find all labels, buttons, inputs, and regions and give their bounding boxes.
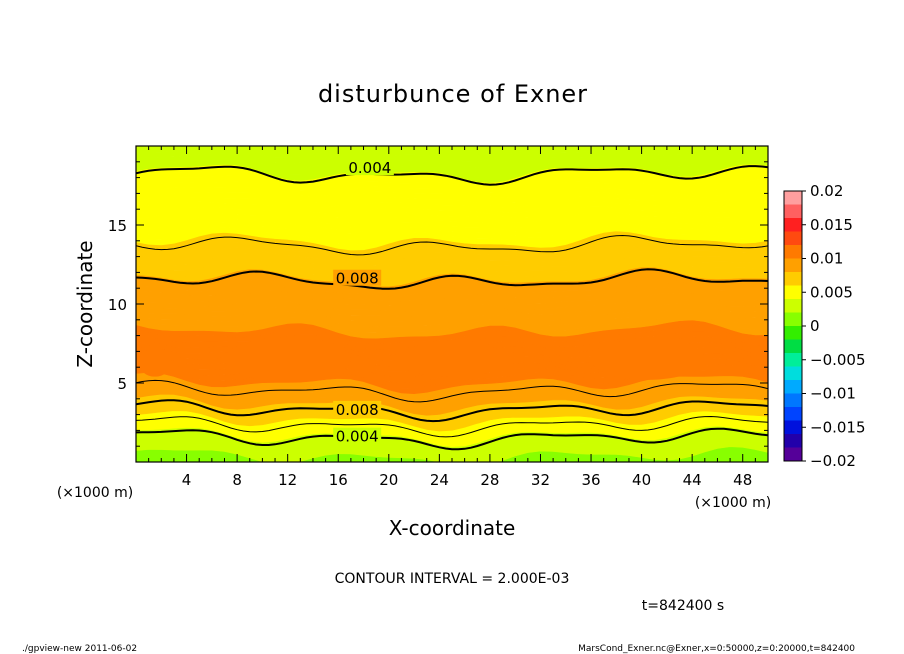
colorbar-segment xyxy=(784,420,802,435)
colorbar-segment xyxy=(784,339,802,354)
colorbar-label: 0.01 xyxy=(810,250,843,268)
colorbar-label: 0 xyxy=(810,317,820,335)
x-tick-label: 36 xyxy=(581,471,600,489)
contour-line xyxy=(136,268,768,290)
colorbar-segment xyxy=(784,204,802,219)
contour-line xyxy=(136,379,768,403)
colorbar-label: −0.02 xyxy=(810,452,856,470)
peak-region xyxy=(138,348,172,377)
colorbar-segment xyxy=(784,366,802,381)
colorbar-label: −0.005 xyxy=(810,351,866,369)
time-text: t=842400 s xyxy=(642,598,724,614)
contour-label-bg xyxy=(333,427,382,444)
colorbar-segment xyxy=(784,285,802,300)
colorbar-segment xyxy=(784,191,802,205)
colorbar-segment xyxy=(784,326,802,340)
contour-interval-text: CONTOUR INTERVAL = 2.000E-03 xyxy=(335,571,570,587)
y-tick-label: 5 xyxy=(117,375,127,393)
colorbar-segment xyxy=(784,231,802,246)
x-tick-label: 44 xyxy=(683,471,702,489)
y-axis-unit: (×1000 m) xyxy=(57,485,133,501)
contour-line xyxy=(136,234,768,256)
x-tick-label: 12 xyxy=(278,471,297,489)
colorbar-label: 0.015 xyxy=(810,216,853,234)
contour-label-bg xyxy=(345,159,394,176)
x-tick-label: 40 xyxy=(632,471,651,489)
x-tick-label: 20 xyxy=(379,471,398,489)
contour-lines xyxy=(136,165,768,451)
colorbar-label: −0.015 xyxy=(810,418,866,436)
colorbar-segment xyxy=(784,380,802,394)
colorbar-segment xyxy=(784,299,802,313)
x-axis-unit: (×1000 m) xyxy=(695,495,771,511)
x-tick-label: 4 xyxy=(182,471,192,489)
chart-title: disturbunce of Exner xyxy=(318,80,588,108)
contour-field xyxy=(136,146,768,462)
footer-left: ./gpview-new 2011-06-02 xyxy=(22,644,137,654)
contour-line xyxy=(136,399,768,423)
x-tick-label: 32 xyxy=(531,471,550,489)
x-tick-label: 8 xyxy=(232,471,242,489)
colorbar-segment xyxy=(784,407,802,421)
colorbar-segment xyxy=(784,258,802,273)
y-tick-label: 10 xyxy=(108,296,127,314)
x-tick-label: 24 xyxy=(430,471,449,489)
colorbar-segment xyxy=(784,393,802,408)
colorbar-segment xyxy=(784,447,802,462)
x-axis-ticks: 4 8 12 16 20 24 28 32 36 40 44 48 xyxy=(148,146,756,489)
colorbar-label: 0.02 xyxy=(810,182,843,200)
colorbar-segment xyxy=(784,353,802,367)
y-tick-label: 15 xyxy=(108,217,127,235)
colorbar-segment xyxy=(784,218,802,232)
colorbar-label: −0.01 xyxy=(810,385,856,403)
x-tick-label: 16 xyxy=(329,471,348,489)
contour-label-bg xyxy=(333,269,382,286)
colorbar-segment xyxy=(784,245,802,259)
colorbar-segment xyxy=(784,312,802,327)
colorbar xyxy=(783,190,803,462)
colorbar-labels: 0.02 0.015 0.01 0.005 0 −0.005 −0.01 −0.015 −0.0… xyxy=(802,182,866,470)
y-axis-ticks: 5 10 15 xyxy=(108,161,768,447)
colorbar-label: 0.005 xyxy=(810,283,853,301)
x-axis-label: X-coordinate xyxy=(389,516,516,540)
contour-label-bg xyxy=(333,400,382,417)
peak-region xyxy=(591,338,705,380)
contour-label: 0.004 xyxy=(348,159,391,177)
contour-labels: 0.004 0.008 0.008 0.004 xyxy=(333,159,394,446)
contour-line xyxy=(136,165,768,186)
contour-label: 0.004 xyxy=(336,428,379,446)
peak-region xyxy=(395,341,509,377)
x-tick-label: 48 xyxy=(733,471,752,489)
contour-line xyxy=(136,415,768,438)
contour-line xyxy=(136,427,768,451)
colorbar-segment xyxy=(784,272,802,286)
contour-label: 0.008 xyxy=(336,270,379,288)
contour-label: 0.008 xyxy=(336,401,379,419)
x-tick-label: 28 xyxy=(480,471,499,489)
y-axis-label: Z-coordinate xyxy=(73,240,97,367)
footer-right: MarsCond_Exner.nc@Exner,x=0:50000,z=0:20… xyxy=(578,644,855,654)
field-band xyxy=(136,146,768,163)
colorbar-segment xyxy=(784,434,802,448)
peak-region xyxy=(224,337,351,382)
